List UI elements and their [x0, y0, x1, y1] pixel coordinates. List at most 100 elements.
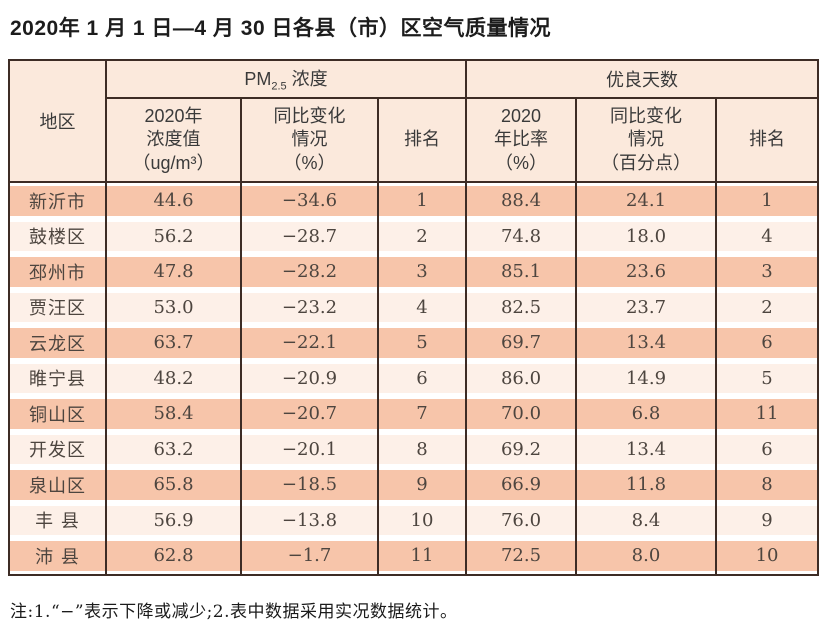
cell-pm-change: −20.1 — [240, 431, 379, 467]
cell-pm-rank: 1 — [377, 182, 467, 219]
table-row: 贾汪区 53.0 −23.2 4 82.5 23.7 2 — [8, 289, 820, 325]
cell-region: 鼓楼区 — [8, 218, 107, 254]
table-row: 沛 县 62.8 −1.7 11 72.5 8.0 10 — [8, 538, 820, 575]
cell-days-rank: 9 — [714, 502, 820, 538]
pm25-label: PM2.5 浓度 — [244, 69, 328, 93]
cell-days-rank: 6 — [714, 431, 820, 467]
cell-days-rank: 10 — [714, 538, 820, 575]
cell-days-rate: 82.5 — [465, 289, 577, 325]
cell-pm-change: −23.2 — [240, 289, 379, 325]
cell-days-change: 18.0 — [575, 218, 717, 254]
air-quality-table: 地区 PM2.5 浓度 优良天数 2020年 浓度值 （ug/m³） 同比变化 … — [8, 59, 820, 576]
cell-pm-rank: 10 — [377, 502, 467, 538]
col-header-pm-rank: 排名 — [377, 97, 467, 183]
cell-pm-rank: 4 — [377, 289, 467, 325]
cell-days-change: 13.4 — [575, 431, 717, 467]
cell-days-rate: 70.0 — [465, 396, 577, 432]
cell-days-change: 8.4 — [575, 502, 717, 538]
cell-days-change: 6.8 — [575, 396, 717, 432]
cell-region: 丰 县 — [8, 502, 107, 538]
cell-pm-value: 56.2 — [105, 218, 242, 254]
cell-days-rate: 69.2 — [465, 431, 577, 467]
cell-pm-change: −22.1 — [240, 325, 379, 361]
cell-days-rank: 8 — [714, 467, 820, 503]
table-header: 地区 PM2.5 浓度 优良天数 2020年 浓度值 （ug/m³） 同比变化 … — [8, 59, 820, 183]
cell-pm-value: 62.8 — [105, 538, 242, 575]
col-header-days-rank: 排名 — [714, 97, 820, 183]
cell-pm-value: 63.2 — [105, 431, 242, 467]
table-row: 睢宁县 48.2 −20.9 6 86.0 14.9 5 — [8, 360, 820, 396]
cell-days-rank: 5 — [714, 360, 820, 396]
cell-pm-change: −28.7 — [240, 218, 379, 254]
cell-region: 新沂市 — [8, 182, 107, 219]
cell-pm-value: 53.0 — [105, 289, 242, 325]
cell-pm-rank: 7 — [377, 396, 467, 432]
cell-pm-change: −18.5 — [240, 467, 379, 503]
table-body: 新沂市 44.6 −34.6 1 88.4 24.1 1 鼓楼区 56.2 −2… — [8, 182, 820, 575]
cell-pm-change: −1.7 — [240, 538, 379, 575]
cell-region: 睢宁县 — [8, 360, 107, 396]
col-header-pm-value: 2020年 浓度值 （ug/m³） — [105, 97, 242, 183]
table-row: 铜山区 58.4 −20.7 7 70.0 6.8 11 — [8, 396, 820, 432]
cell-days-change: 11.8 — [575, 467, 717, 503]
sub-header-row: 2020年 浓度值 （ug/m³） 同比变化 情况 （%） 排名 2020 年比… — [9, 97, 820, 183]
table-row: 云龙区 63.7 −22.1 5 69.7 13.4 6 — [8, 325, 820, 361]
cell-pm-value: 44.6 — [105, 182, 242, 219]
footnote: 注:1.“−”表示下降或减少;2.表中数据采用实况数据统计。 — [10, 601, 458, 622]
cell-days-rank: 2 — [714, 289, 820, 325]
cell-pm-rank: 6 — [377, 360, 467, 396]
cell-pm-value: 65.8 — [105, 467, 242, 503]
table-row: 丰 县 56.9 −13.8 10 76.0 8.4 9 — [8, 502, 820, 538]
cell-days-rate: 85.1 — [465, 254, 577, 290]
cell-days-rate: 72.5 — [465, 538, 577, 575]
cell-days-rank: 6 — [714, 325, 820, 361]
table-row: 鼓楼区 56.2 −28.7 2 74.8 18.0 4 — [8, 218, 820, 254]
cell-pm-rank: 9 — [377, 467, 467, 503]
cell-days-rate: 86.0 — [465, 360, 577, 396]
cell-region: 开发区 — [8, 431, 107, 467]
cell-days-change: 13.4 — [575, 325, 717, 361]
cell-region: 云龙区 — [8, 325, 107, 361]
cell-pm-value: 63.7 — [105, 325, 242, 361]
cell-pm-rank: 11 — [377, 538, 467, 575]
cell-days-rate: 69.7 — [465, 325, 577, 361]
cell-days-rate: 74.8 — [465, 218, 577, 254]
cell-days-change: 23.7 — [575, 289, 717, 325]
cell-days-rank: 11 — [714, 396, 820, 432]
col-header-days-change: 同比变化 情况 （百分点） — [575, 97, 717, 183]
cell-pm-rank: 5 — [377, 325, 467, 361]
cell-region: 沛 县 — [8, 538, 107, 575]
cell-days-rate: 76.0 — [465, 502, 577, 538]
table-row: 开发区 63.2 −20.1 8 69.2 13.4 6 — [8, 431, 820, 467]
cell-pm-rank: 8 — [377, 431, 467, 467]
cell-days-rate: 88.4 — [465, 182, 577, 219]
col-group-pm25: PM2.5 浓度 — [105, 59, 467, 99]
cell-days-change: 14.9 — [575, 360, 717, 396]
cell-days-rank: 3 — [714, 254, 820, 290]
cell-pm-change: −20.9 — [240, 360, 379, 396]
cell-days-rank: 4 — [714, 218, 820, 254]
cell-pm-rank: 2 — [377, 218, 467, 254]
cell-region: 贾汪区 — [8, 289, 107, 325]
cell-days-rate: 66.9 — [465, 467, 577, 503]
cell-pm-rank: 3 — [377, 254, 467, 290]
cell-pm-change: −28.2 — [240, 254, 379, 290]
cell-pm-change: −34.6 — [240, 182, 379, 219]
cell-region: 邳州市 — [8, 254, 107, 290]
cell-days-change: 24.1 — [575, 182, 717, 219]
cell-pm-value: 58.4 — [105, 396, 242, 432]
page-title: 2020年 1 月 1 日—4 月 30 日各县（市）区空气质量情况 — [10, 17, 551, 40]
table-row: 新沂市 44.6 −34.6 1 88.4 24.1 1 — [8, 182, 820, 219]
cell-pm-value: 56.9 — [105, 502, 242, 538]
cell-pm-value: 47.8 — [105, 254, 242, 290]
group-header-row: 地区 PM2.5 浓度 优良天数 — [8, 59, 820, 183]
cell-days-change: 23.6 — [575, 254, 717, 290]
cell-region: 泉山区 — [8, 467, 107, 503]
table-row: 泉山区 65.8 −18.5 9 66.9 11.8 8 — [8, 467, 820, 503]
cell-region: 铜山区 — [8, 396, 107, 432]
col-header-pm-change: 同比变化 情况 （%） — [240, 97, 379, 183]
col-header-days-rate: 2020 年比率 （%） — [465, 97, 577, 183]
cell-days-rank: 1 — [714, 182, 820, 219]
col-header-region: 地区 — [8, 59, 107, 183]
